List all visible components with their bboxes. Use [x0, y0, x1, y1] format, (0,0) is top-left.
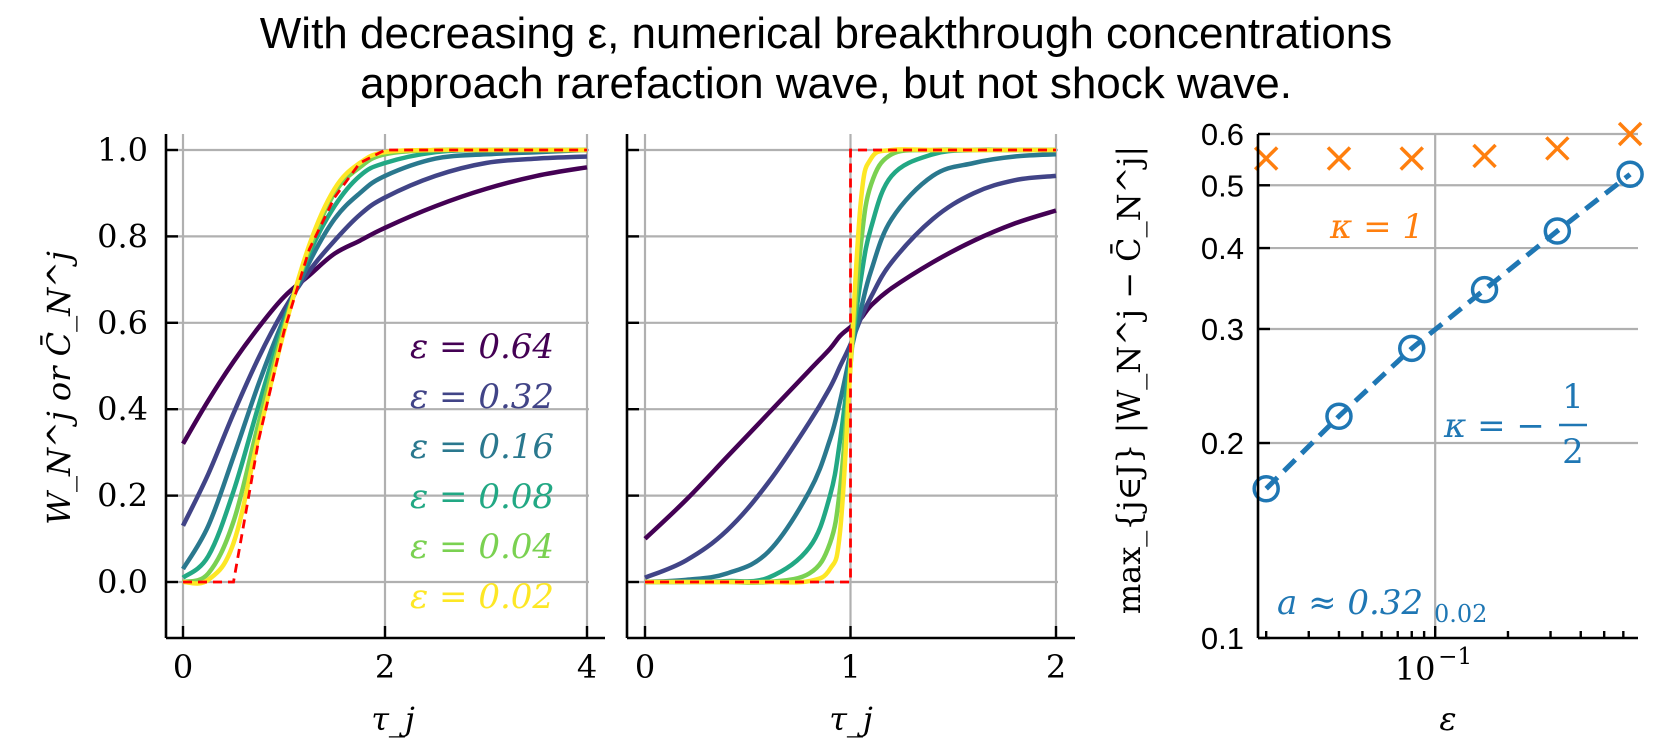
- p2-series-line: [643, 208, 1057, 541]
- p3-ytick-label: 0.4: [1201, 231, 1244, 266]
- p3-ytick-label: 0.3: [1201, 312, 1244, 347]
- legend-entry: ε = 0.64: [410, 327, 554, 367]
- legend-entry: ε = 0.08: [410, 477, 554, 517]
- p3-xtick-label-exponent: −1: [1438, 644, 1472, 670]
- p1-ytick-label: 0.2: [97, 477, 148, 515]
- p1-ytick-label: 1.0: [97, 131, 148, 169]
- p1-reference-line: [183, 148, 587, 584]
- p2-x-axis-label: τ_j: [829, 700, 873, 738]
- kappa-one-marker: [1326, 146, 1352, 171]
- rate-annotation-subscript: 0.02: [1434, 600, 1487, 628]
- p1-ytick-label: 0.6: [97, 304, 148, 342]
- shock-panel: 0 1 2 τ_j: [625, 134, 1075, 738]
- p1-xtick-label: 4: [577, 648, 597, 686]
- p1-ytick-label: 0.0: [97, 563, 148, 601]
- p3-y-axis-label: max_{j∈J} |W_N^j − C̄_N^j|: [1110, 146, 1148, 614]
- p1-xtick-label: 2: [375, 648, 395, 686]
- kappa-one-marker: [1399, 146, 1424, 171]
- p1-x-axis-label: τ_j: [371, 700, 415, 738]
- kappa-half-marker: [1543, 217, 1572, 245]
- title-line-2: approach rarefaction wave, but not shock…: [360, 59, 1292, 108]
- kappa-half-marker: [1470, 275, 1499, 304]
- convergence-panel: 0.1 0.2 0.3 0.4 0.5 0.6 10 −1 κ = 1 κ = − 1 2 a…: [1110, 117, 1644, 738]
- kappa-half-label: κ = −: [1443, 406, 1545, 446]
- rate-annotation: a ≈ 0.32: [1277, 583, 1423, 623]
- legend: ε = 0.64 ε = 0.32 ε = 0.16 ε = 0.08 ε = 0.04…: [410, 327, 554, 617]
- p3-x-axis-label: ε: [1439, 700, 1456, 738]
- kappa-one-marker: [1617, 121, 1643, 147]
- rarefaction-panel: 0.00.20.40.60.81.00 2 4 ε = 0.64ε = 0.32ε …: [40, 131, 605, 738]
- p1-ytick-label: 0.4: [97, 390, 148, 428]
- legend-entry: ε = 0.32: [410, 377, 554, 417]
- kappa-half-marker: [1616, 160, 1644, 189]
- p1-y-axis-label: W_N^j or C̄_N^j: [40, 251, 78, 525]
- p2-xtick-label: 0: [635, 648, 655, 686]
- kappa-one-marker: [1472, 143, 1497, 169]
- title-line-1: With decreasing ε, numerical breakthroug…: [260, 9, 1392, 58]
- p1-series-line: [181, 147, 588, 571]
- p3-xtick-label: 10: [1395, 650, 1436, 688]
- p3-ytick-label: 0.2: [1201, 426, 1244, 461]
- p1-ytick-label: 0.8: [97, 217, 148, 255]
- legend-entry: ε = 0.04: [410, 527, 554, 567]
- p1-series-line: [181, 165, 588, 445]
- p2-xtick-label: 1: [840, 648, 860, 686]
- kappa-half-denominator: 2: [1562, 432, 1584, 472]
- p2-reference-line: [645, 148, 1056, 584]
- p3-ytick-label: 0.1: [1201, 621, 1244, 656]
- p2-xtick-label: 2: [1046, 648, 1066, 686]
- kappa-half-marker: [1398, 334, 1426, 363]
- legend-entry: ε = 0.02: [410, 577, 554, 617]
- kappa-half-numerator: 1: [1562, 377, 1584, 417]
- kappa-half-line: [1264, 172, 1632, 491]
- p1-series-line: [180, 154, 588, 527]
- legend-entry: ε = 0.16: [410, 427, 554, 467]
- p1-xtick-label: 0: [173, 648, 193, 686]
- kappa-half-marker: [1252, 474, 1280, 503]
- p3-ytick-label: 0.6: [1201, 117, 1244, 152]
- kappa-one-marker: [1545, 136, 1570, 161]
- kappa-one-label: κ = 1: [1329, 207, 1424, 247]
- p3-ytick-label: 0.5: [1201, 168, 1244, 203]
- kappa-half-marker: [1325, 402, 1353, 430]
